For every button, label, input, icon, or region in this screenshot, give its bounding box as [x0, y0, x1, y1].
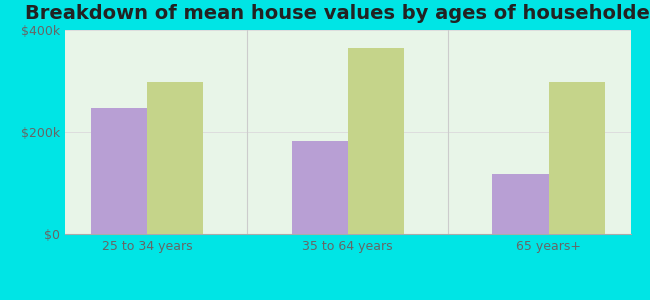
Bar: [91, 107, 147, 234]
Bar: [291, 141, 348, 234]
Title: Breakdown of mean house values by ages of householders: Breakdown of mean house values by ages o…: [25, 4, 650, 23]
Bar: [348, 48, 404, 234]
Bar: [549, 82, 605, 234]
Bar: [492, 174, 549, 234]
Bar: [147, 82, 203, 234]
